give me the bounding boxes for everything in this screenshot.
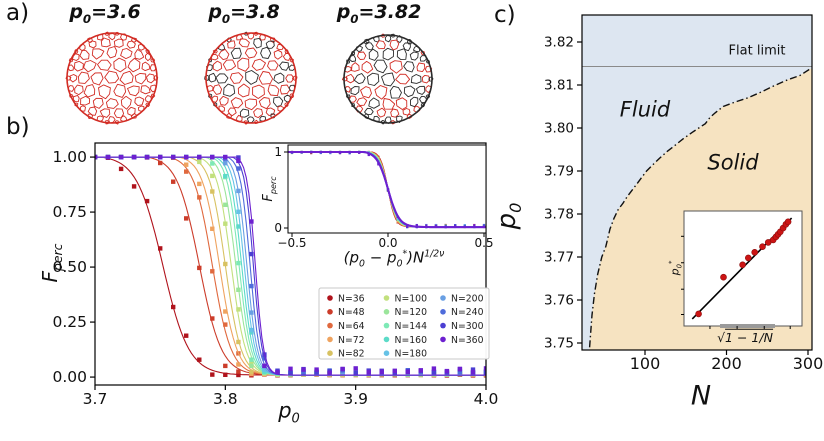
c-inset-point-N82: [751, 249, 759, 256]
legend-entry-N=160: N=160: [395, 335, 428, 346]
c-ytick-3.79: 3.79: [544, 164, 574, 180]
b-xtick-3.9: 3.9: [343, 390, 368, 408]
b-inset-y-axis-label: Fperc: [261, 176, 278, 202]
sphere-title-1: p0=3.6: [69, 1, 141, 26]
phase-boundary: [588, 68, 811, 348]
legend-entry-N=180: N=180: [395, 349, 428, 360]
solid-region-label: Solid: [707, 150, 759, 175]
legend-entry-N=240: N=240: [451, 307, 484, 318]
c-inset-point-N48: [720, 273, 727, 281]
panel-a-label: a): [6, 0, 30, 26]
b-legend: N=36 N=48 N=64 N=72 N=82 N=100 N=120 N=144 N=160…: [318, 287, 490, 360]
legend-entry-N=36: N=36: [338, 293, 365, 304]
legend-entry-N=100: N=100: [395, 293, 428, 304]
b-xtick-3.7: 3.7: [83, 390, 108, 408]
b-ytick-1.00: 1.00: [52, 148, 87, 166]
panel-c-label: c): [494, 2, 516, 28]
b-inset-xtick-0.5: 0.5: [474, 236, 493, 250]
c-inset-point-N360: [784, 218, 792, 226]
c-inset-plot: [681, 210, 803, 329]
c-x-axis-label: N: [690, 380, 712, 412]
legend-entry-N=48: N=48: [338, 307, 365, 318]
c-ytick-3.77: 3.77: [544, 250, 574, 266]
legend-entry-N=64: N=64: [338, 321, 365, 332]
sphere-title-2: p0=3.8: [208, 1, 280, 26]
flat-limit-label: Flat limit: [728, 43, 786, 59]
c-xtick-200: 200: [711, 354, 742, 373]
b-xtick-3.8: 3.8: [213, 390, 238, 408]
b-inset-plot: −0.5 0.0 0.5 1 0: [274, 144, 494, 250]
legend-entry-N=120: N=120: [395, 307, 428, 318]
b-x-axis-label: p0: [278, 398, 300, 427]
c-xtick-300: 300: [793, 354, 824, 373]
c-inset-point-N64: [739, 261, 746, 269]
b-inset-ytick-1: 1: [274, 145, 282, 159]
b-inset-xtick-−0.5: −0.5: [277, 236, 306, 250]
b-ytick-0.50: 0.50: [52, 258, 87, 276]
c-inset-point-N100: [759, 243, 766, 250]
panel-b-label: b): [6, 114, 30, 140]
panel-c-plot: 100 200 300 3.75 3.76 3.77 3.78 3.79 3.80 3.81 3.8…: [544, 14, 824, 373]
c-ytick-3.80: 3.80: [544, 121, 574, 137]
b-y-axis-label: Fperc: [37, 243, 65, 283]
b-ytick-0.25: 0.25: [52, 313, 87, 331]
c-xtick-100: 100: [630, 354, 661, 373]
voronoi-sphere: [341, 33, 434, 125]
c-ytick-3.81: 3.81: [544, 78, 574, 94]
b-data-layer: [95, 154, 486, 378]
c-ytick-3.76: 3.76: [544, 293, 574, 309]
c-inset-x-axis-label: √1 − 1/N: [717, 328, 773, 345]
b-inset-xtick-0.0: 0.0: [378, 236, 397, 250]
sphere-title-3: p0=3.82: [336, 1, 422, 26]
b-ytick-0.75: 0.75: [52, 203, 87, 221]
b-xtick-4.0: 4.0: [474, 390, 499, 408]
legend-entry-N=360: N=360: [451, 335, 484, 346]
legend-entry-N=144: N=144: [395, 321, 428, 332]
b-inset-x-axis-label: (p0 − p0*)N1/2ν: [343, 248, 445, 270]
panel-a-spheres: [65, 31, 434, 125]
voronoi-sphere: [65, 31, 159, 125]
voronoi-sphere: [204, 31, 298, 125]
legend-entry-N=82: N=82: [338, 349, 365, 360]
c-ytick-3.78: 3.78: [544, 207, 574, 223]
c-y-axis-label: p0: [491, 202, 526, 230]
legend-entry-N=72: N=72: [338, 335, 365, 346]
b-inset-ytick-0: 0: [274, 221, 282, 235]
c-inset-point-N72: [744, 254, 752, 262]
c-inset-point-N36: [695, 310, 702, 318]
panel-b-plot: 3.7 3.8 3.9 4.01.000.750.500.250.00N=36N=48…: [52, 142, 499, 408]
legend-entry-N=200: N=200: [451, 293, 484, 304]
legend-entry-N=300: N=300: [451, 321, 484, 332]
c-ytick-3.75: 3.75: [544, 336, 574, 352]
c-ytick-3.82: 3.82: [544, 35, 574, 51]
c-inset-y-axis-label: p0*: [667, 260, 684, 276]
b-ytick-0.00: 0.00: [52, 368, 87, 386]
fluid-region-label: Fluid: [619, 97, 671, 122]
